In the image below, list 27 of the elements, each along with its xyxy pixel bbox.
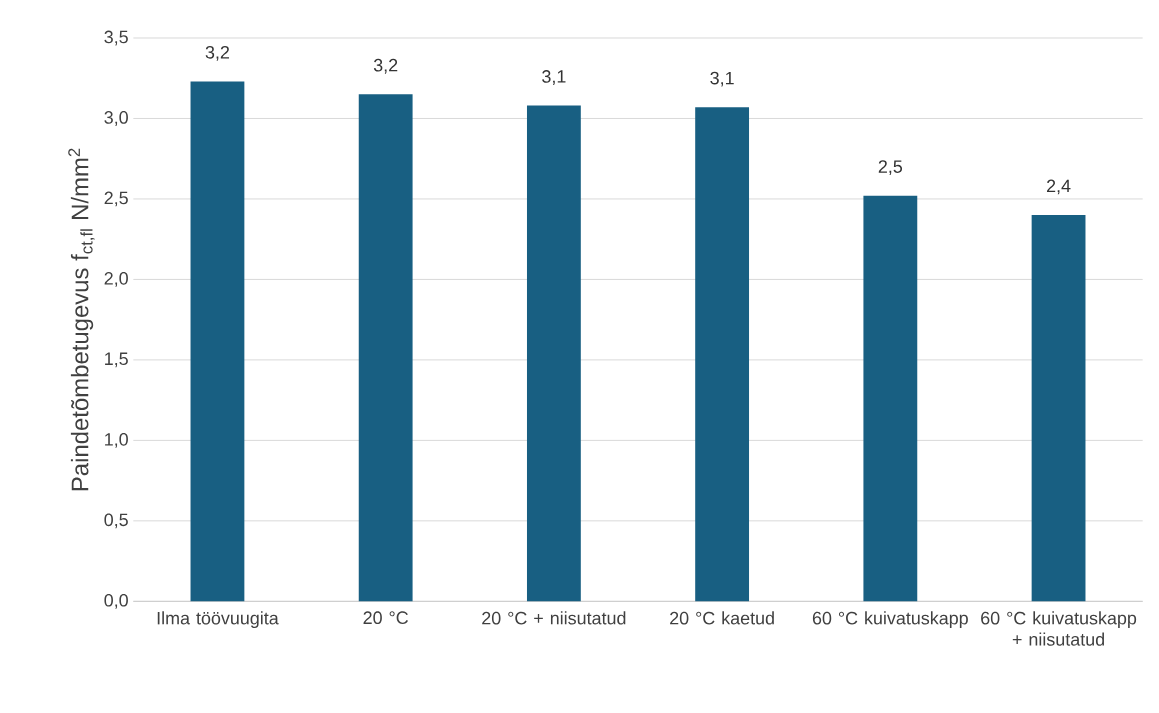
y-tick-label: 0,0 [104, 593, 128, 609]
x-tick-label: 20 °C [363, 611, 408, 625]
y-tick-label: 2,5 [104, 191, 128, 207]
bar [358, 94, 413, 602]
data-label: 3,2 [373, 58, 398, 74]
y-axis-title: Paindetõmbetugevus f$_{ct,fl}$ N/mm$^{2}$ [68, 148, 95, 491]
bar [190, 81, 245, 602]
y-tick-label: 1,0 [105, 432, 128, 448]
y-tick-label: 3,0 [104, 111, 128, 126]
y-tick-label: 1,5 [105, 352, 128, 368]
y-tick-label: 2,0 [104, 272, 128, 287]
bar [695, 107, 750, 602]
x-tick-label: 20 °C kaetud [670, 611, 774, 625]
data-label: 3,1 [542, 70, 566, 85]
x-tick-label: 60 °C kuivatuskapp [812, 611, 968, 629]
x-tick-label: Ilma töövuugita [157, 611, 279, 629]
data-label: 2,5 [878, 160, 903, 176]
x-tick-label: 60 °C kuivatuskapp + niisutatud [981, 611, 1137, 646]
data-label: 2,4 [1046, 179, 1071, 195]
bar [1031, 215, 1086, 602]
data-label: 3,2 [205, 45, 230, 61]
y-tick-label: 3,5 [104, 30, 128, 46]
data-label: 3,1 [710, 71, 734, 87]
x-tick-label: 20 °C + niisutatud [482, 611, 626, 625]
bar [863, 195, 918, 602]
y-tick-label: 0,5 [104, 513, 128, 529]
bar [526, 105, 581, 602]
